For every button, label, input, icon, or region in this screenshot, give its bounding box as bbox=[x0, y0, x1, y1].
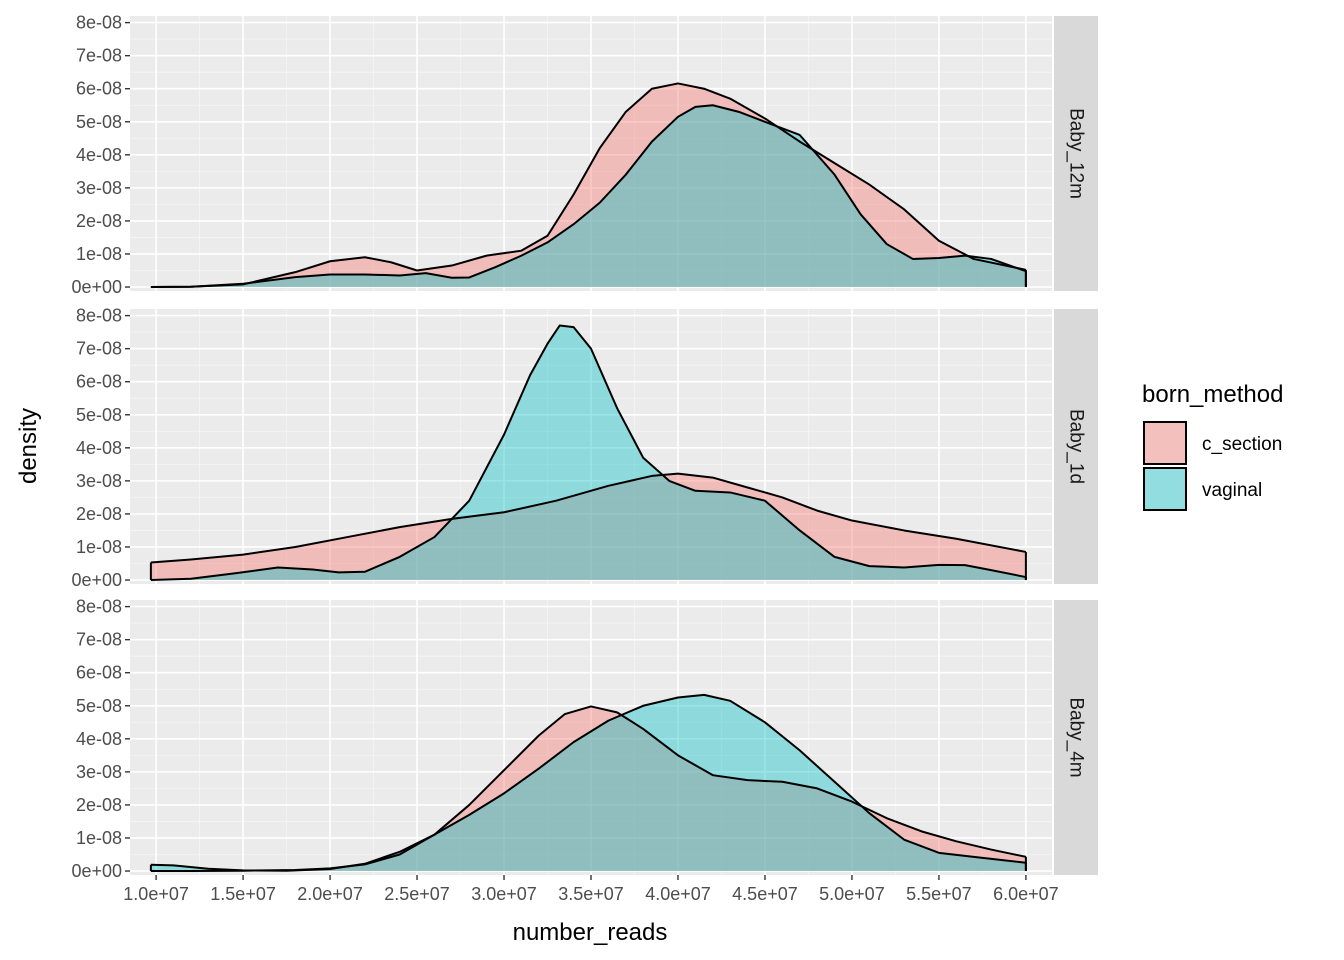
y-tick-label: 1e-08 bbox=[76, 537, 122, 557]
density-line-vaginal bbox=[150, 324, 1027, 582]
y-tick-label: 6e-08 bbox=[76, 79, 122, 99]
legend-key-background bbox=[1143, 467, 1187, 511]
legend-swatch bbox=[1143, 467, 1187, 511]
x-axis: 1.0e+07 1.5e+07 2.0e+07 2.5e+07 3.0e+07 3.5e+… bbox=[123, 875, 1059, 904]
facet-strip bbox=[1054, 600, 1098, 875]
density-line-c_section bbox=[150, 82, 1027, 289]
y-tick-label: 8e-08 bbox=[76, 597, 122, 617]
x-tick-label: 4.0e+07 bbox=[645, 884, 711, 904]
density-area-c_section bbox=[150, 706, 1026, 872]
legend-swatch bbox=[1143, 421, 1187, 465]
x-tick-label: 3.0e+07 bbox=[471, 884, 537, 904]
legend-key-background bbox=[1143, 421, 1187, 465]
density-line-c_section bbox=[150, 472, 1027, 564]
density-area-c_section bbox=[150, 473, 1026, 581]
density-line-vaginal bbox=[150, 104, 1027, 289]
facet-strip-label: Baby_4m bbox=[1066, 697, 1087, 777]
x-tick-label: 6.0e+07 bbox=[993, 884, 1059, 904]
x-tick-label: 2.0e+07 bbox=[297, 884, 363, 904]
y-tick-label: 1e-08 bbox=[76, 828, 122, 848]
facet-panel-Baby_4m: 0e+00 1e-08 2e-08 3e-08 4e-08 5e-08 6e-08 7e-08… bbox=[71, 597, 1098, 881]
y-tick-label: 2e-08 bbox=[76, 211, 122, 231]
y-tick-label: 2e-08 bbox=[76, 795, 122, 815]
y-tick-label: 4e-08 bbox=[76, 729, 122, 749]
x-tick-label: 3.5e+07 bbox=[558, 884, 624, 904]
y-tick-label: 6e-08 bbox=[76, 663, 122, 683]
y-tick-label: 3e-08 bbox=[76, 471, 122, 491]
y-tick-label: 8e-08 bbox=[76, 306, 122, 326]
facet-panels: 0e+00 1e-08 2e-08 3e-08 4e-08 5e-08 6e-08 7e-08… bbox=[71, 13, 1098, 881]
y-tick-label: 8e-08 bbox=[76, 13, 122, 33]
density-line-vaginal bbox=[150, 693, 1027, 872]
y-tick-label: 5e-08 bbox=[76, 405, 122, 425]
y-tick-label: 5e-08 bbox=[76, 696, 122, 716]
x-tick-label: 1.5e+07 bbox=[210, 884, 276, 904]
y-tick-label: 6e-08 bbox=[76, 372, 122, 392]
density-area-vaginal bbox=[150, 325, 1026, 581]
y-tick-label: 0e+00 bbox=[71, 277, 122, 297]
legend-label: c_section bbox=[1202, 434, 1282, 455]
x-tick-label: 2.5e+07 bbox=[384, 884, 450, 904]
facet-panel-Baby_1d: 0e+00 1e-08 2e-08 3e-08 4e-08 5e-08 6e-08 7e-08… bbox=[71, 306, 1098, 590]
facet-panel-Baby_12m: 0e+00 1e-08 2e-08 3e-08 4e-08 5e-08 6e-08 7e-08… bbox=[71, 13, 1098, 297]
density-area-vaginal bbox=[150, 105, 1026, 288]
legend-key-c_section bbox=[1143, 421, 1187, 465]
y-tick-label: 0e+00 bbox=[71, 861, 122, 881]
y-tick-label: 3e-08 bbox=[76, 178, 122, 198]
y-tick-label: 2e-08 bbox=[76, 504, 122, 524]
y-tick-label: 7e-08 bbox=[76, 630, 122, 650]
density-area-c_section bbox=[150, 83, 1026, 288]
y-axis-title: density bbox=[15, 408, 42, 484]
y-tick-label: 3e-08 bbox=[76, 762, 122, 782]
x-tick-label: 5.5e+07 bbox=[906, 884, 972, 904]
facet-strip bbox=[1054, 16, 1098, 291]
facet-strip-label: Baby_12m bbox=[1066, 108, 1087, 199]
legend-label: vaginal bbox=[1202, 480, 1262, 501]
facet-strip bbox=[1054, 309, 1098, 584]
legend-title: born_method bbox=[1142, 381, 1283, 408]
y-tick-label: 4e-08 bbox=[76, 145, 122, 165]
y-tick-label: 7e-08 bbox=[76, 46, 122, 66]
y-tick-label: 5e-08 bbox=[76, 112, 122, 132]
x-tick-label: 4.5e+07 bbox=[732, 884, 798, 904]
y-tick-label: 7e-08 bbox=[76, 339, 122, 359]
y-tick-label: 0e+00 bbox=[71, 570, 122, 590]
x-axis-title: number_reads bbox=[513, 919, 668, 946]
x-tick-label: 1.0e+07 bbox=[123, 884, 189, 904]
density-area-vaginal bbox=[150, 694, 1026, 872]
y-tick-label: 1e-08 bbox=[76, 244, 122, 264]
x-tick-label: 5.0e+07 bbox=[819, 884, 885, 904]
facet-strip-label: Baby_1d bbox=[1066, 409, 1087, 484]
y-tick-label: 4e-08 bbox=[76, 438, 122, 458]
legend-key-vaginal bbox=[1143, 467, 1187, 511]
